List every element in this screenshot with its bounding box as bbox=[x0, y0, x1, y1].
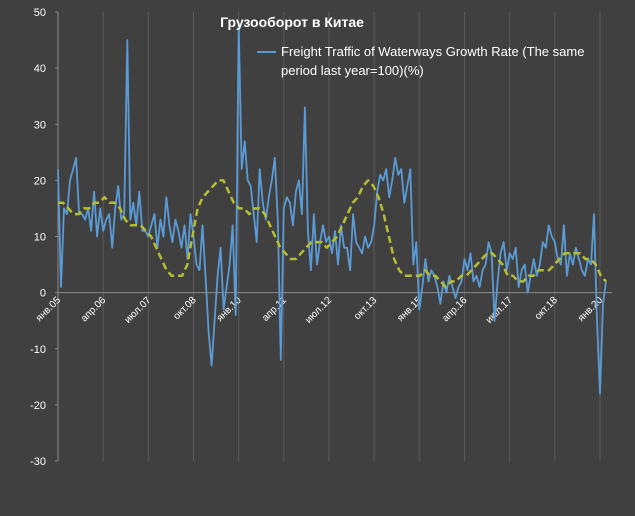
y-tick-label: 50 bbox=[34, 7, 46, 19]
y-tick-label: -10 bbox=[30, 344, 46, 356]
y-tick-label: -20 bbox=[30, 400, 46, 412]
axes bbox=[55, 11, 612, 462]
x-tick-label: июл.17 bbox=[484, 295, 515, 326]
y-tick-label: 20 bbox=[34, 175, 46, 187]
legend: Freight Traffic of Waterways Growth Rate… bbox=[257, 44, 584, 78]
x-tick-label: янв.20 bbox=[576, 295, 605, 324]
y-tick-label: -30 bbox=[30, 456, 46, 468]
x-tick-label: июл.12 bbox=[303, 295, 334, 326]
legend-label-line-2: period last year=100)(%) bbox=[281, 63, 424, 78]
x-tick-label: окт.13 bbox=[352, 295, 379, 322]
x-tick-label: янв.05 bbox=[34, 295, 63, 324]
legend-label-line-1: Freight Traffic of Waterways Growth Rate… bbox=[281, 44, 584, 59]
y-tick-label: 40 bbox=[34, 63, 46, 75]
x-tick-label: апр.11 bbox=[260, 295, 289, 324]
chart-title: Грузооборот в Китае bbox=[220, 14, 364, 30]
x-tick-label: июл.07 bbox=[123, 295, 154, 326]
y-tick-label: 30 bbox=[34, 119, 46, 131]
x-tick-label: янв.10 bbox=[215, 295, 244, 324]
x-tick-label: окт.08 bbox=[171, 295, 198, 322]
series-line-trend bbox=[58, 179, 607, 289]
y-tick-label: 0 bbox=[40, 288, 46, 300]
x-tick-label: апр.16 bbox=[440, 295, 470, 325]
y-tick-label: 10 bbox=[34, 232, 46, 244]
series-line-freight-traffic bbox=[57, 22, 607, 395]
x-tick-label: окт.18 bbox=[533, 295, 560, 322]
x-axis-tick-labels: янв.05 апр.06 июл.07 окт.08 янв.10 апр.11 июл.… bbox=[34, 295, 605, 326]
x-tick-label: апр.06 bbox=[79, 295, 109, 325]
series-lines bbox=[57, 22, 607, 395]
y-axis-tick-labels: 50 40 30 20 10 0 -10 -20 -30 bbox=[30, 7, 46, 468]
